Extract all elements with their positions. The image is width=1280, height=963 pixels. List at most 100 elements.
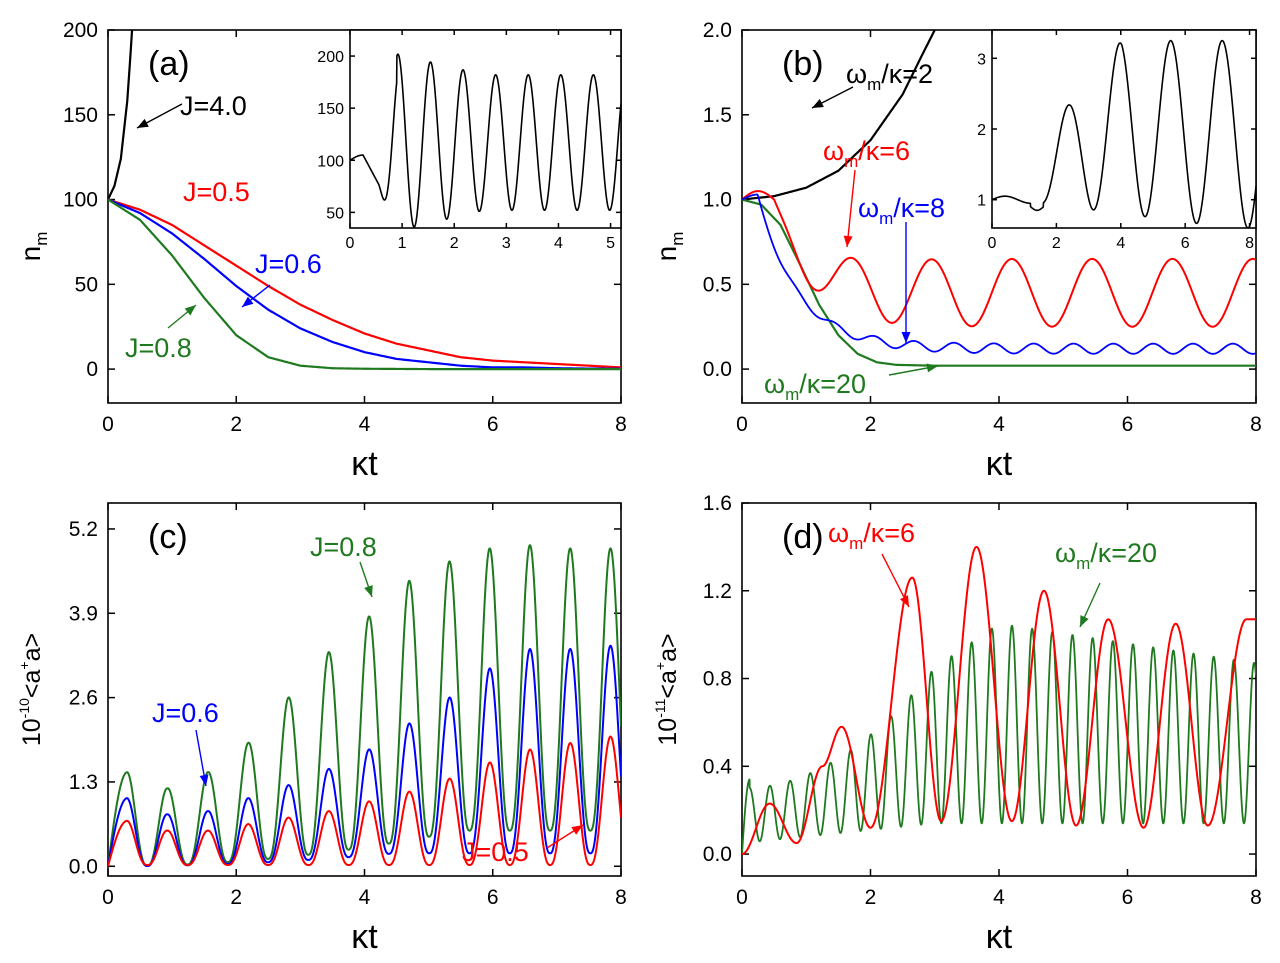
x-tick-label: 6 <box>487 886 499 909</box>
annotation-j08: J=0.8 <box>125 333 192 363</box>
series-ωm/κ=2 <box>742 30 936 201</box>
series-J=4.0 <box>108 30 134 201</box>
inset-x-tick-label: 0 <box>346 235 355 252</box>
x-tick-label: 6 <box>1122 886 1134 909</box>
inset-x-tick-label: 2 <box>1052 235 1061 252</box>
arrow-wm20 <box>888 363 939 376</box>
series-J=0.5 <box>108 735 621 867</box>
series-J=0.6 <box>108 644 621 868</box>
inset-y-tick-label: 2 <box>977 122 986 139</box>
arrow-j05 <box>546 824 584 849</box>
annotation-j08: J=0.8 <box>310 532 377 562</box>
annotation-j06: J=0.6 <box>152 698 219 728</box>
series-J=0.8 <box>108 544 621 867</box>
y-tick-label: 1.3 <box>69 771 98 794</box>
annotation-wm20: ωm/κ=20 <box>764 369 866 404</box>
x-tick-label: 6 <box>1122 413 1134 436</box>
annotation-wm8: ωm/κ=8 <box>858 193 945 228</box>
arrow-wm8 <box>901 222 911 343</box>
arrow-wm20 <box>1079 582 1101 628</box>
panel-a: 0 2 4 6 8050100150200κt(a)nmJ=4.0J=0.5J=0.6J… <box>15 19 627 483</box>
inset-line <box>992 39 1256 228</box>
annotation-wm6: ωm/κ=6 <box>823 136 910 171</box>
series-J=0.5 <box>108 198 621 369</box>
x-tick-label: 0 <box>736 886 748 909</box>
inset-y-tick-label: 1 <box>977 193 986 210</box>
x-tick-label: 2 <box>865 886 877 909</box>
arrow-wm6-head <box>843 235 853 247</box>
annotation-j40: J=4.0 <box>180 91 247 121</box>
inset-x-tick-label: 1 <box>398 235 407 252</box>
y-tick-label: 0.5 <box>703 273 732 296</box>
inset-bg <box>350 30 621 228</box>
inset-y-tick-label: 100 <box>317 153 344 170</box>
y-tick-label: 5.2 <box>69 518 98 541</box>
x-tick-label: 4 <box>359 413 371 436</box>
y-tick-label: 0.0 <box>703 843 732 866</box>
y-tick-label: 100 <box>63 189 98 212</box>
inset-x-tick-label: 2 <box>450 235 459 252</box>
arrow-wm20-head <box>1080 615 1089 627</box>
x-tick-label: 0 <box>736 413 748 436</box>
x-tick-label: 4 <box>993 886 1005 909</box>
arrow-j40 <box>136 103 183 129</box>
series-wm8 <box>742 193 1256 355</box>
arrow-j08-head <box>184 305 196 316</box>
x-tick-label: 4 <box>993 413 1005 436</box>
x-tick-label: 2 <box>230 413 242 436</box>
y-tick-label: 1.5 <box>703 104 732 127</box>
annotation-wm2: ωm/κ=2 <box>846 59 933 94</box>
annotation-wm20: ωm/κ=20 <box>1055 538 1157 573</box>
y-axis-label: 10-11<a+a> <box>652 633 682 745</box>
arrow-j40-head <box>137 118 149 128</box>
y-tick-label: 3.9 <box>69 602 98 625</box>
arrow-j05-head <box>571 825 583 835</box>
arrow-wm6-shaft <box>846 169 856 248</box>
annotation-j06: J=0.6 <box>255 249 322 279</box>
series-group <box>742 545 1256 856</box>
y-tick-label: 1.2 <box>703 580 732 603</box>
y-tick-label: 2.0 <box>703 19 732 42</box>
x-tick-label: 8 <box>615 413 627 436</box>
x-tick-label: 0 <box>102 413 114 436</box>
y-axis-label: 10-10<a+a> <box>16 633 46 746</box>
arrow-wm20-head <box>926 363 938 373</box>
inset-x-tick-label: 3 <box>502 235 511 252</box>
series-wm6 <box>742 545 1256 856</box>
arrow-j06 <box>241 284 271 308</box>
y-tick-label: 2.6 <box>69 687 98 710</box>
y-tick-label: 0 <box>86 358 98 381</box>
inset-bg <box>992 30 1256 228</box>
inset-x-tick-label: 6 <box>1181 235 1190 252</box>
inset-y-tick-label: 200 <box>317 49 344 66</box>
x-axis-label: κt <box>986 918 1013 956</box>
annotation-j05: J=0.5 <box>462 837 529 867</box>
series-ωm/κ=20 <box>742 198 1256 367</box>
series-J=0.6 <box>108 198 621 370</box>
y-tick-label: 1.6 <box>703 492 732 515</box>
x-tick-label: 8 <box>1250 413 1262 436</box>
arrow-wm2-head <box>812 98 824 108</box>
panel-label: (c) <box>148 518 188 556</box>
inset-x-tick-label: 5 <box>606 235 615 252</box>
inset-a-frame <box>349 29 622 229</box>
y-tick-label: 0.4 <box>703 755 733 778</box>
y-tick-label: 50 <box>75 273 98 296</box>
inset-y-tick-label: 50 <box>326 205 344 222</box>
inset-x-tick-label: 4 <box>554 235 563 252</box>
arrow-wm8-head <box>901 332 911 343</box>
x-tick-label: 2 <box>230 886 242 909</box>
x-tick-label: 8 <box>615 886 627 909</box>
x-axis-label: κt <box>986 445 1013 483</box>
arrow-j06-head <box>242 296 254 307</box>
y-tick-label: 150 <box>63 104 98 127</box>
panel-d: 0 2 4 6 8 0.0 0.4 0.8 1.2 1.6 κt (d) 10-11<a+a> ωm/κ=… <box>652 492 1262 956</box>
y-tick-label: 0.0 <box>703 358 732 381</box>
inset-x-tick-label: 4 <box>1116 235 1125 252</box>
inset-x-tick-label: 0 <box>988 235 997 252</box>
inset-y-tick-label: 3 <box>977 51 986 68</box>
annotation-wm6: ωm/κ=6 <box>828 518 915 553</box>
arrow-wm2 <box>811 86 854 109</box>
x-tick-label: 6 <box>487 413 499 436</box>
